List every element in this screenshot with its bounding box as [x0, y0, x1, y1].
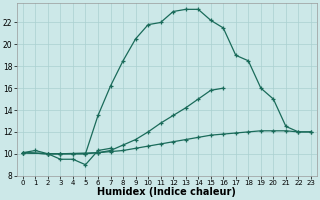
X-axis label: Humidex (Indice chaleur): Humidex (Indice chaleur): [98, 187, 236, 197]
